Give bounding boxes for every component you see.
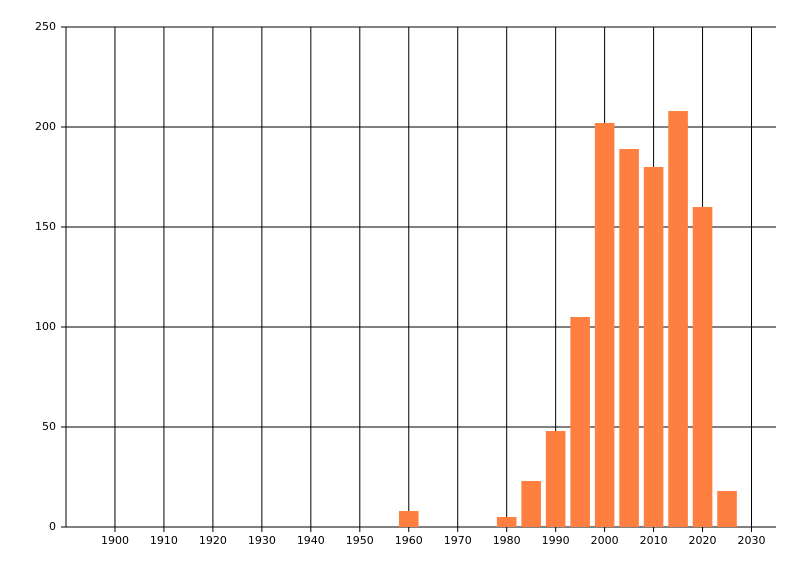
x-tick-label: 1980 [493, 534, 521, 547]
x-tick-label: 1920 [199, 534, 227, 547]
x-tick-label: 1910 [150, 534, 178, 547]
x-tick-label: 2020 [689, 534, 717, 547]
y-tick-label: 200 [35, 120, 56, 133]
bar [668, 111, 688, 527]
bar [521, 481, 541, 527]
y-tick-label: 0 [49, 520, 56, 533]
bar [545, 431, 566, 527]
y-tick-label: 50 [42, 420, 56, 433]
y-tick-label: 100 [35, 320, 56, 333]
x-tick-label: 1930 [248, 534, 276, 547]
bar [570, 317, 590, 527]
x-tick-label: 1950 [346, 534, 374, 547]
x-tick-label: 2000 [591, 534, 619, 547]
bar [594, 123, 615, 527]
y-tick-label: 150 [35, 220, 56, 233]
x-tick-label: 1990 [542, 534, 570, 547]
y-tick-label: 250 [35, 20, 56, 33]
x-tick-label: 2030 [738, 534, 766, 547]
bar [398, 511, 419, 527]
bar [717, 491, 737, 527]
bar [692, 207, 713, 527]
bar [643, 167, 664, 527]
bar [619, 149, 639, 527]
x-tick-label: 2010 [640, 534, 668, 547]
x-tick-label: 1940 [297, 534, 325, 547]
bar [496, 517, 517, 527]
x-tick-label: 1960 [395, 534, 423, 547]
x-tick-label: 1900 [101, 534, 129, 547]
x-tick-label: 1970 [444, 534, 472, 547]
